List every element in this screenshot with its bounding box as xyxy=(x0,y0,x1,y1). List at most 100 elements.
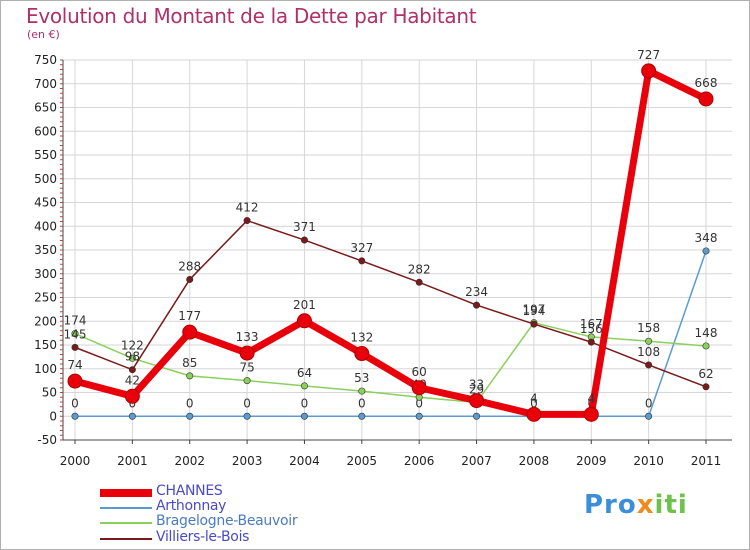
x-tick-label: 2005 xyxy=(347,454,378,468)
data-point xyxy=(358,387,366,395)
data-point xyxy=(411,380,427,396)
chart-unit: (en €) xyxy=(27,28,60,41)
data-point xyxy=(239,345,255,361)
data-label: 133 xyxy=(236,330,259,344)
data-point xyxy=(71,412,79,420)
legend-label: Bragelogne-Beauvoir xyxy=(156,513,298,529)
data-point xyxy=(645,361,653,369)
legend-label: Villiers-le-Bois xyxy=(156,529,250,545)
data-point xyxy=(473,301,481,309)
legend-label: CHANNES xyxy=(156,483,223,499)
data-label: 0 xyxy=(530,396,538,410)
data-point xyxy=(71,343,79,351)
data-label: 727 xyxy=(637,48,660,62)
legend-swatch xyxy=(100,507,152,509)
data-label: 85 xyxy=(182,356,197,370)
data-label: 108 xyxy=(637,345,660,359)
data-point xyxy=(702,247,710,255)
data-label: 0 xyxy=(645,396,653,410)
data-point xyxy=(645,337,653,345)
data-point xyxy=(473,412,481,420)
data-label: 74 xyxy=(67,358,82,372)
data-label: 348 xyxy=(695,231,718,245)
data-label: 0 xyxy=(71,396,79,410)
legend-swatch xyxy=(100,522,152,524)
data-label: 167 xyxy=(580,317,603,331)
y-tick-label: 100 xyxy=(34,362,57,376)
data-label: 197 xyxy=(522,303,545,317)
chart-title: Evolution du Montant de la Dette par Hab… xyxy=(26,4,477,28)
x-tick-label: 2006 xyxy=(404,454,435,468)
x-tick-label: 2007 xyxy=(461,454,492,468)
data-point xyxy=(530,320,538,328)
data-point xyxy=(128,412,136,420)
data-point xyxy=(182,324,198,340)
data-label: 288 xyxy=(178,259,201,273)
data-point xyxy=(300,236,308,244)
data-label: 29 xyxy=(469,382,484,396)
x-tick-label: 2011 xyxy=(691,454,722,468)
y-tick-label: 700 xyxy=(34,77,57,91)
y-tick-label: 450 xyxy=(34,196,57,210)
data-label: 0 xyxy=(358,396,366,410)
x-tick-label: 2002 xyxy=(174,454,205,468)
data-point xyxy=(354,346,370,362)
y-tick-label: 550 xyxy=(34,148,57,162)
data-point xyxy=(415,412,423,420)
logo-part-x: x xyxy=(636,490,655,520)
data-point xyxy=(583,406,599,422)
data-label: 122 xyxy=(121,338,144,352)
data-label: 282 xyxy=(408,262,431,276)
data-label: 53 xyxy=(354,371,369,385)
data-label: 98 xyxy=(125,350,140,364)
y-tick-label: 50 xyxy=(42,386,57,400)
data-label: 0 xyxy=(301,396,309,410)
data-point xyxy=(702,342,710,350)
data-point xyxy=(67,373,83,389)
data-point xyxy=(698,91,714,107)
legend-label: Arthonnay xyxy=(156,498,227,514)
data-label: 158 xyxy=(637,321,660,335)
data-label: 201 xyxy=(293,298,316,312)
data-point xyxy=(186,412,194,420)
data-label: 156 xyxy=(580,322,603,336)
data-label: 371 xyxy=(293,220,316,234)
x-tick-label: 2010 xyxy=(633,454,664,468)
data-label: 64 xyxy=(297,366,312,380)
data-label: 148 xyxy=(695,326,718,340)
y-tick-label: -50 xyxy=(37,433,57,447)
y-tick-label: 0 xyxy=(49,409,57,423)
data-point xyxy=(71,330,79,338)
x-tick-label: 2003 xyxy=(232,454,263,468)
data-point xyxy=(296,313,312,329)
data-label: 60 xyxy=(412,365,427,379)
x-tick-label: 2009 xyxy=(576,454,607,468)
y-tick-label: 400 xyxy=(34,219,57,233)
series-line-channes xyxy=(74,67,708,418)
data-point xyxy=(128,354,136,362)
y-tick-label: 300 xyxy=(34,267,57,281)
data-label: 0 xyxy=(186,396,194,410)
data-point xyxy=(526,406,542,422)
data-point xyxy=(587,338,595,346)
data-label: 132 xyxy=(350,331,373,345)
data-label: 42 xyxy=(125,373,140,387)
data-label: 0 xyxy=(243,396,251,410)
data-label: 177 xyxy=(178,309,201,323)
data-point xyxy=(186,372,194,380)
y-tick-label: 250 xyxy=(34,291,57,305)
x-tick-label: 2000 xyxy=(60,454,91,468)
data-label: 4 xyxy=(530,391,538,405)
data-point xyxy=(645,412,653,420)
data-label: 4 xyxy=(587,391,595,405)
logo-part-iti: iti xyxy=(654,490,688,520)
y-tick-label: 600 xyxy=(34,124,57,138)
data-label: 412 xyxy=(236,201,259,215)
data-point xyxy=(124,388,140,404)
data-point xyxy=(186,275,194,283)
data-label: 145 xyxy=(64,327,87,341)
proxiti-logo: Proxiti xyxy=(584,490,688,520)
data-point xyxy=(358,412,366,420)
data-label: 668 xyxy=(695,76,718,90)
